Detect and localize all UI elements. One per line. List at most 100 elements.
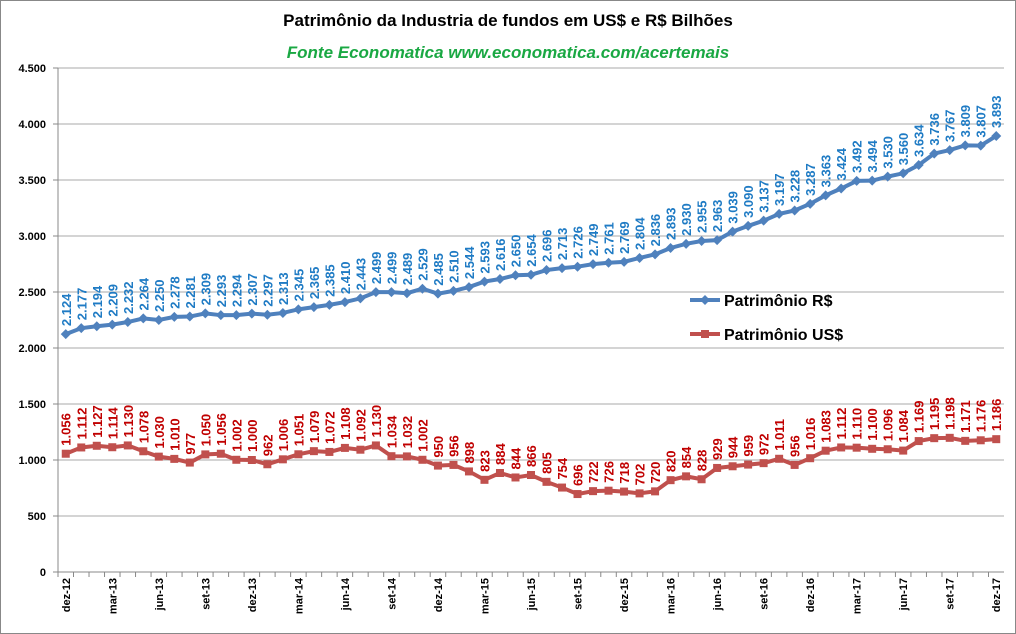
data-label: 2.313 <box>276 272 291 305</box>
marker <box>852 443 861 452</box>
data-label: 1.056 <box>214 413 229 446</box>
data-label: 2.264 <box>136 277 151 310</box>
marker <box>418 455 427 464</box>
data-label: 3.363 <box>819 155 834 188</box>
marker <box>898 168 909 179</box>
data-label: 2.124 <box>59 293 74 326</box>
data-label: 1.006 <box>276 419 291 452</box>
data-label: 2.499 <box>369 252 384 285</box>
data-label: 1.078 <box>136 411 151 444</box>
x-tick-label: dez-15 <box>619 578 631 612</box>
marker <box>712 235 723 246</box>
data-label: 2.963 <box>710 200 725 233</box>
data-label: 2.836 <box>648 214 663 247</box>
marker <box>448 285 459 296</box>
data-label: 1.010 <box>167 418 182 451</box>
marker <box>558 483 567 492</box>
data-label: 2.410 <box>338 262 353 295</box>
data-label: 884 <box>493 443 508 465</box>
marker <box>92 441 101 450</box>
marker <box>278 455 287 464</box>
marker <box>929 148 940 159</box>
marker <box>681 238 692 249</box>
data-label: 2.654 <box>524 233 539 266</box>
data-label: 2.443 <box>353 258 368 291</box>
marker <box>417 283 428 294</box>
marker <box>604 486 613 495</box>
marker <box>635 489 644 498</box>
marker <box>370 287 381 298</box>
data-label: 720 <box>648 462 663 484</box>
x-tick-label: set-15 <box>573 578 585 610</box>
marker <box>914 437 923 446</box>
marker <box>216 449 225 458</box>
marker <box>510 270 521 281</box>
marker <box>293 304 304 315</box>
data-label: 2.209 <box>105 284 120 317</box>
y-tick-label: 2.500 <box>18 287 46 299</box>
marker <box>433 461 442 470</box>
data-label: 3.287 <box>803 163 818 196</box>
data-label: 1.030 <box>152 416 167 449</box>
x-tick-label: mar-17 <box>852 578 864 614</box>
data-label: 1.112 <box>834 408 849 440</box>
marker <box>961 436 970 445</box>
data-label: 2.930 <box>679 203 694 236</box>
marker <box>61 449 70 458</box>
data-label: 3.197 <box>772 173 787 206</box>
marker <box>325 447 334 456</box>
y-tick-label: 0 <box>40 567 46 579</box>
data-label: 1.084 <box>896 409 911 442</box>
data-label: 866 <box>524 445 539 467</box>
data-label: 944 <box>726 436 741 458</box>
data-label: 2.309 <box>198 273 213 306</box>
x-tick-label: mar-14 <box>293 577 305 614</box>
data-label: 3.560 <box>896 133 911 166</box>
marker <box>277 307 288 318</box>
data-label: 702 <box>633 464 648 486</box>
marker <box>495 468 504 477</box>
y-tick-label: 2.000 <box>18 343 46 355</box>
marker <box>527 471 535 480</box>
marker <box>620 487 629 496</box>
marker <box>821 446 830 455</box>
marker <box>868 444 877 453</box>
data-label: 898 <box>462 442 477 464</box>
data-label: 959 <box>741 435 756 457</box>
data-label: 1.083 <box>819 410 834 443</box>
x-tick-label: mar-15 <box>479 578 491 614</box>
marker <box>976 436 985 445</box>
marker <box>200 308 211 319</box>
data-label: 2.593 <box>477 241 492 274</box>
data-label: 2.365 <box>307 267 322 300</box>
marker <box>805 198 816 209</box>
data-label: 956 <box>788 435 803 457</box>
data-label: 1.051 <box>291 414 306 447</box>
marker <box>402 452 411 461</box>
data-label: 3.767 <box>943 110 958 143</box>
data-label: 1.186 <box>989 399 1004 432</box>
marker <box>526 269 536 280</box>
marker <box>122 317 133 328</box>
data-label: 2.499 <box>384 252 399 285</box>
x-tick-label: dez-13 <box>247 578 259 612</box>
marker <box>867 175 878 186</box>
data-label: 2.385 <box>322 264 337 297</box>
data-label: 2.726 <box>571 226 586 259</box>
data-label: 1.034 <box>384 415 399 448</box>
marker <box>603 257 614 268</box>
marker <box>820 190 831 201</box>
marker <box>944 145 955 156</box>
data-label: 2.232 <box>121 281 136 314</box>
marker <box>185 458 194 467</box>
x-tick-label: mar-13 <box>107 578 119 614</box>
data-label: 3.736 <box>927 113 942 146</box>
marker <box>573 490 582 499</box>
marker <box>76 323 87 334</box>
x-tick-label: set-17 <box>945 578 957 610</box>
data-label: 2.544 <box>462 246 477 279</box>
data-label: 805 <box>540 452 555 474</box>
marker <box>899 446 908 455</box>
